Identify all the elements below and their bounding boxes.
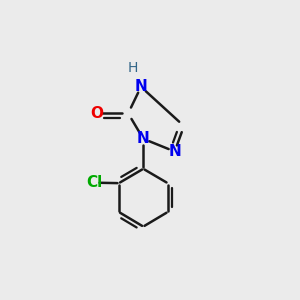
Text: N: N — [168, 144, 181, 159]
Text: H: H — [128, 61, 138, 75]
Text: N: N — [135, 79, 147, 94]
Text: N: N — [137, 131, 150, 146]
Text: O: O — [90, 106, 103, 121]
Text: Cl: Cl — [86, 175, 103, 190]
